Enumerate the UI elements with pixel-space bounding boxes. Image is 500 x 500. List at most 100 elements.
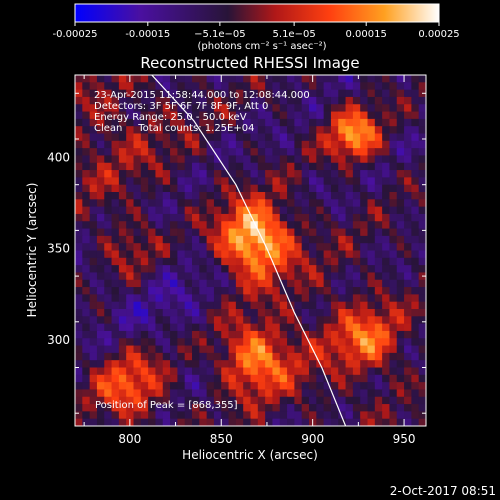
heatmap-cell	[243, 309, 252, 317]
heatmap-cell	[323, 265, 332, 274]
heatmap-cell	[352, 367, 361, 376]
chart-title: Reconstructed RHESSI Image	[140, 54, 359, 72]
heatmap-cell	[294, 206, 303, 215]
heatmap-cell	[323, 367, 332, 376]
heatmap-cell	[382, 155, 391, 164]
heatmap-cell	[389, 82, 398, 91]
heatmap-cell	[213, 104, 222, 113]
heatmap-cell	[192, 301, 200, 310]
heatmap-cell	[118, 345, 127, 354]
heatmap-cell	[287, 243, 295, 252]
heatmap-cell	[316, 162, 325, 171]
heatmap-cell	[287, 221, 295, 230]
heatmap-cell	[133, 228, 142, 237]
heatmap-cell	[213, 89, 222, 98]
heatmap-cell	[206, 192, 215, 200]
heatmap-cell	[316, 199, 325, 208]
heatmap-cell	[382, 330, 391, 339]
heatmap-cell	[330, 374, 339, 383]
heatmap-cell	[374, 404, 383, 412]
heatmap-cell	[382, 162, 391, 171]
heatmap-cell	[235, 323, 244, 332]
heatmap-cell	[404, 250, 412, 259]
heatmap-cell	[213, 279, 222, 288]
heatmap-cell	[89, 323, 98, 332]
heatmap-cell	[301, 111, 310, 120]
heatmap-cell	[338, 162, 347, 171]
y-tick-label: 400	[47, 150, 70, 164]
heatmap-cell	[330, 279, 339, 288]
heatmap-cell	[82, 170, 91, 178]
heatmap-cell	[389, 287, 398, 295]
heatmap-cell	[155, 192, 164, 200]
heatmap-cell	[279, 75, 288, 83]
heatmap-cell	[184, 323, 193, 332]
heatmap-cell	[213, 330, 222, 339]
heatmap-cell	[192, 228, 200, 237]
heatmap-cell	[96, 367, 105, 376]
heatmap-cell	[316, 192, 325, 200]
heatmap-cell	[148, 345, 157, 354]
heatmap-cell	[265, 148, 274, 157]
heatmap-cell	[279, 133, 288, 142]
heatmap-cell	[389, 316, 398, 325]
heatmap-cell	[133, 162, 142, 171]
heatmap-cell	[338, 352, 347, 361]
heatmap-cell	[382, 316, 391, 325]
heatmap-cell	[228, 235, 237, 244]
heatmap-cell	[272, 206, 281, 215]
heatmap-cell	[133, 338, 142, 347]
heatmap-cell	[140, 352, 149, 361]
heatmap-cell	[257, 360, 266, 369]
heatmap-cell	[235, 140, 244, 149]
heatmap-cell	[287, 177, 295, 186]
heatmap-cell	[330, 213, 339, 222]
heatmap-cell	[184, 184, 193, 193]
heatmap-cell	[140, 89, 149, 98]
heatmap-cell	[126, 221, 135, 230]
heatmap-cell	[104, 206, 113, 215]
heatmap-cell	[352, 184, 361, 193]
heatmap-cell	[294, 257, 303, 266]
heatmap-cell	[221, 235, 230, 244]
heatmap-cell	[148, 301, 157, 310]
heatmap-cell	[367, 272, 376, 281]
heatmap-cell	[418, 360, 426, 369]
heatmap-cell	[352, 338, 361, 347]
heatmap-cell	[235, 352, 244, 361]
heatmap-cell	[184, 148, 193, 157]
heatmap-cell	[221, 213, 230, 222]
heatmap-cell	[352, 243, 361, 252]
heatmap-cell	[184, 96, 193, 105]
heatmap-cell	[96, 206, 105, 215]
heatmap-cell	[75, 323, 83, 332]
heatmap-cell	[82, 184, 91, 193]
heatmap-cell	[345, 411, 354, 420]
heatmap-cell	[82, 352, 91, 361]
heatmap-cell	[301, 184, 310, 193]
heatmap-cell	[338, 338, 347, 347]
heatmap-cell	[96, 330, 105, 339]
heatmap-cell	[257, 309, 266, 317]
heatmap-cell	[352, 360, 361, 369]
heatmap-cell	[367, 287, 376, 295]
heatmap-cell	[118, 199, 127, 208]
heatmap-cell	[345, 148, 354, 157]
heatmap-cell	[155, 199, 164, 208]
heatmap-cell	[199, 345, 208, 354]
heatmap-cell	[367, 352, 376, 361]
heatmap-cell	[89, 243, 98, 252]
heatmap-cell	[75, 140, 83, 149]
heatmap-cell	[287, 184, 295, 193]
heatmap-cell	[213, 345, 222, 354]
heatmap-cell	[96, 140, 105, 149]
heatmap-cell	[301, 265, 310, 274]
heatmap-cell	[404, 75, 412, 83]
heatmap-cell	[162, 404, 171, 412]
heatmap-cell	[221, 338, 230, 347]
heatmap-cell	[404, 133, 412, 142]
heatmap-cell	[338, 367, 347, 376]
heatmap-cell	[206, 279, 215, 288]
heatmap-cell	[411, 330, 420, 339]
heatmap-cell	[228, 352, 237, 361]
